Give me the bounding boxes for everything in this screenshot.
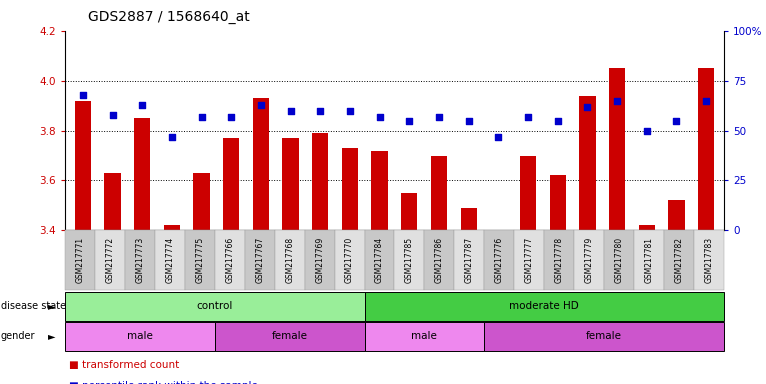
Point [522, 114, 534, 120]
Text: male: male [411, 331, 437, 341]
Text: GSM217785: GSM217785 [405, 237, 414, 283]
Bar [639, 225, 655, 230]
Point [700, 98, 712, 104]
Bar [520, 156, 536, 230]
Text: ■ percentile rank within the sample: ■ percentile rank within the sample [69, 381, 258, 384]
Point [195, 114, 208, 120]
Text: moderate HD: moderate HD [509, 301, 579, 311]
Text: ►: ► [48, 301, 56, 311]
Text: GSM217767: GSM217767 [255, 237, 264, 283]
Text: GSM217768: GSM217768 [285, 237, 294, 283]
Bar [668, 200, 685, 230]
Bar [312, 133, 329, 230]
Bar [253, 98, 269, 230]
Text: GSM217781: GSM217781 [644, 237, 653, 283]
Point [670, 118, 683, 124]
Bar [75, 101, 91, 230]
Text: GSM217779: GSM217779 [584, 237, 594, 283]
Text: GSM217777: GSM217777 [525, 237, 534, 283]
Text: GSM217787: GSM217787 [465, 237, 474, 283]
Point [77, 91, 89, 98]
Text: GDS2887 / 1568640_at: GDS2887 / 1568640_at [88, 10, 250, 23]
Bar [134, 118, 150, 230]
Bar [164, 225, 180, 230]
Text: GSM217770: GSM217770 [345, 237, 354, 283]
Text: GSM217780: GSM217780 [614, 237, 624, 283]
Text: GSM217769: GSM217769 [315, 237, 324, 283]
Point [165, 134, 178, 140]
Text: GSM217783: GSM217783 [705, 237, 713, 283]
Text: GSM217766: GSM217766 [225, 237, 234, 283]
Text: female: female [586, 331, 622, 341]
Point [493, 134, 505, 140]
Point [284, 108, 296, 114]
Point [463, 118, 475, 124]
Text: gender: gender [1, 331, 35, 341]
Point [225, 114, 237, 120]
Bar [430, 156, 447, 230]
Point [552, 118, 564, 124]
Bar [579, 96, 595, 230]
Text: ►: ► [48, 331, 56, 341]
Text: female: female [272, 331, 308, 341]
Point [344, 108, 356, 114]
Text: male: male [127, 331, 153, 341]
Bar [283, 138, 299, 230]
Point [255, 101, 267, 108]
Text: GSM217773: GSM217773 [136, 237, 145, 283]
Text: control: control [197, 301, 233, 311]
Point [581, 104, 594, 110]
Text: GSM217774: GSM217774 [165, 237, 175, 283]
Point [611, 98, 624, 104]
Bar [549, 175, 566, 230]
Text: GSM217771: GSM217771 [76, 237, 84, 283]
Bar [401, 193, 417, 230]
Point [106, 111, 119, 118]
Bar [460, 208, 476, 230]
Text: GSM217776: GSM217776 [495, 237, 504, 283]
Bar [194, 173, 210, 230]
Text: disease state: disease state [1, 301, 66, 311]
Text: ■ transformed count: ■ transformed count [69, 360, 179, 370]
Bar [609, 68, 625, 230]
Text: GSM217775: GSM217775 [195, 237, 205, 283]
Point [374, 114, 386, 120]
Text: GSM217786: GSM217786 [435, 237, 444, 283]
Text: GSM217782: GSM217782 [674, 237, 683, 283]
Point [403, 118, 415, 124]
Text: GSM217784: GSM217784 [375, 237, 384, 283]
Bar [104, 173, 121, 230]
Bar [342, 148, 358, 230]
Bar [698, 68, 714, 230]
Bar [223, 138, 240, 230]
Point [314, 108, 326, 114]
Point [640, 127, 653, 134]
Point [433, 114, 445, 120]
Point [136, 101, 149, 108]
Text: GSM217778: GSM217778 [555, 237, 564, 283]
Bar [372, 151, 388, 230]
Text: GSM217772: GSM217772 [106, 237, 115, 283]
